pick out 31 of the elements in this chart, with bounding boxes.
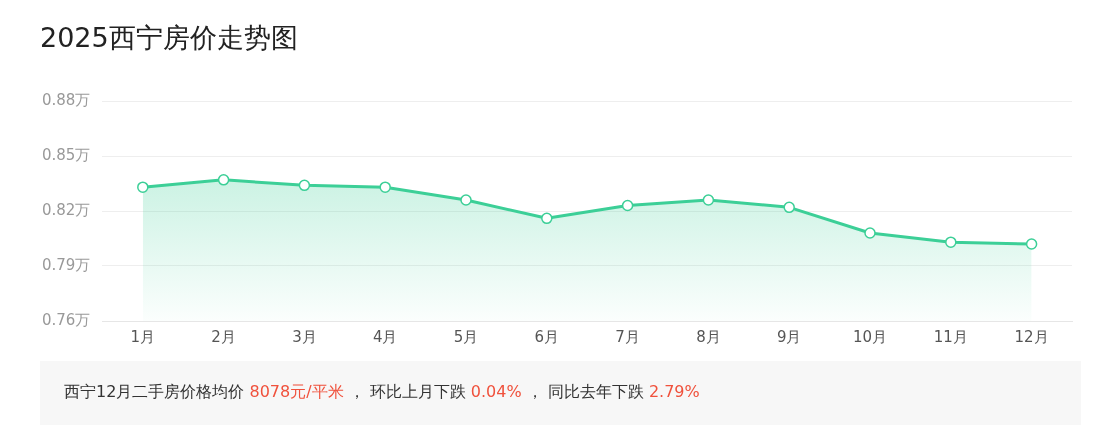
x-tick-label: 10月 <box>852 327 888 346</box>
point <box>621 199 634 212</box>
point <box>460 194 472 206</box>
point <box>217 174 230 186</box>
x-tick-label: 5月 <box>453 327 479 346</box>
y-tick-label: 0.88万 <box>41 90 91 109</box>
point <box>298 179 311 192</box>
y-tick-label: 0.85万 <box>41 145 91 164</box>
x-tick-label: 7月 <box>615 327 640 346</box>
x-tick-label: 1月 <box>130 327 156 346</box>
point <box>702 194 715 206</box>
point <box>864 227 876 239</box>
x-tick-label: 9月 <box>776 327 802 346</box>
y-tick-label: 0.82万 <box>41 200 91 219</box>
point <box>137 181 149 193</box>
y-tick-label: 0.76万 <box>41 310 91 329</box>
point <box>1025 238 1038 250</box>
x-tick-label: 6月 <box>534 327 560 346</box>
chart-title: 2025西宁房价走势图 <box>40 21 298 55</box>
point <box>541 212 553 225</box>
x-tick-label: 11月 <box>933 327 968 346</box>
x-tick-label: 3月 <box>292 327 317 346</box>
text: 西宁12月二手房价格均价 8078元/平米 ， 环比上月下跌 0.04% ， 同比去年下跌 2.79% <box>64 382 700 401</box>
x-tick-label: 2月 <box>211 327 236 346</box>
point <box>379 181 391 193</box>
x-tick-label: 12月 <box>1014 327 1049 346</box>
point <box>783 201 795 214</box>
point <box>945 236 957 248</box>
x-tick-label: 4月 <box>372 327 398 346</box>
y-tick-label: 0.79万 <box>41 255 91 274</box>
x-tick-label: 8月 <box>696 327 721 346</box>
